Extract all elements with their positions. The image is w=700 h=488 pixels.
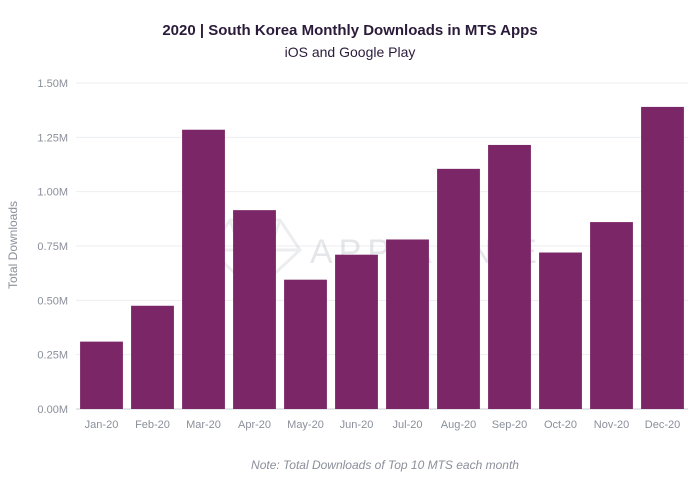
bar-sep-20 (488, 144, 531, 409)
x-tick-label: Oct-20 (544, 419, 577, 431)
x-tick-label: Aug-20 (441, 419, 476, 431)
x-tick-label: Sep-20 (492, 419, 527, 431)
x-tick-label: May-20 (287, 419, 324, 431)
y-tick-label: 0.50M (37, 295, 68, 307)
bar-apr-20 (233, 210, 276, 409)
y-tick-label: 1.00M (37, 187, 68, 199)
x-tick-label: Jul-20 (393, 419, 423, 431)
y-tick-label: 0.75M (37, 241, 68, 253)
bar-jan-20 (80, 341, 123, 409)
y-tick-label: 0.00M (37, 404, 68, 416)
bar-feb-20 (131, 305, 174, 409)
chart-note: Note: Total Downloads of Top 10 MTS each… (251, 458, 519, 472)
bar-dec-20 (641, 106, 684, 409)
chart-subtitle: iOS and Google Play (284, 44, 416, 60)
y-tick-label: 0.25M (37, 350, 68, 362)
bar-may-20 (284, 279, 327, 409)
bar-oct-20 (539, 252, 582, 409)
x-axis: Jan-20 Feb-20 Mar-20 Apr-20 May-20 Jun-20 Jul-… (85, 419, 681, 431)
bar-nov-20 (590, 222, 633, 409)
y-tick-label: 1.50M (37, 78, 68, 90)
bar-aug-20 (437, 168, 480, 409)
x-tick-label: Mar-20 (186, 419, 221, 431)
bar-jun-20 (335, 254, 378, 409)
gridlines (76, 82, 688, 410)
chart-title: 2020 | South Korea Monthly Downloads in … (162, 22, 538, 39)
bar-mar-20 (182, 129, 225, 409)
y-axis: 0.00M 0.25M 0.50M 0.75M 1.00M 1.25M 1.50M (37, 78, 68, 416)
x-tick-label: Jun-20 (340, 419, 374, 431)
x-tick-label: Nov-20 (594, 419, 629, 431)
x-tick-label: Dec-20 (645, 419, 680, 431)
bar-jul-20 (386, 239, 429, 409)
x-tick-label: Feb-20 (135, 419, 170, 431)
y-tick-label: 1.25M (37, 132, 68, 144)
bars (80, 106, 684, 409)
x-tick-label: Jan-20 (85, 419, 119, 431)
x-tick-label: Apr-20 (238, 419, 271, 431)
y-axis-label: Total Downloads (6, 201, 20, 289)
